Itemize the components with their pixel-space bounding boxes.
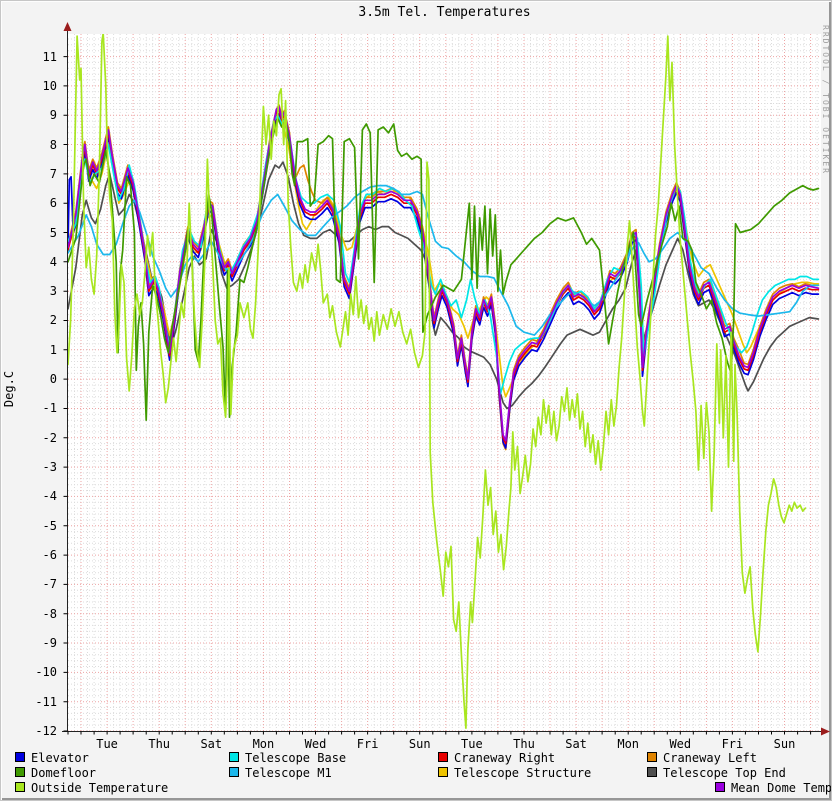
legend-label-telescope-structure: Telescope Structure	[454, 766, 592, 780]
y-tick-label-6: 6	[49, 196, 57, 211]
chart-title: 3.5m Tel. Temperatures	[358, 5, 531, 20]
x-tick-label-sun: Sun	[408, 737, 431, 751]
legend-label-craneway-left: Craneway Left	[663, 751, 757, 765]
x-tick-label-mon: Mon	[617, 737, 640, 751]
y-tick-label-5: 5	[49, 225, 57, 240]
legend-label-telescope-base: Telescope Base	[245, 751, 347, 765]
y-tick-label-11: 11	[42, 49, 57, 64]
y-tick-label--4: -4	[42, 489, 57, 504]
x-tick-label-mon: Mon	[252, 737, 275, 751]
y-tick-label--12: -12	[35, 724, 57, 738]
y-tick-label--10: -10	[35, 665, 57, 680]
legend-label-outside-temperature: Outside Temperature	[31, 781, 169, 795]
series-line-outside-temperature	[68, 34, 807, 729]
legend-swatch-domefloor	[15, 767, 25, 777]
x-tick-label-fri: Fri	[721, 737, 744, 751]
y-tick-label-0: 0	[49, 372, 57, 387]
legend-swatch-craneway-right	[438, 752, 448, 762]
legend-swatch-telescope-top-end	[647, 767, 657, 777]
x-tick-label-wed: Wed	[304, 737, 327, 751]
x-tick-label-thu: Thu	[513, 737, 535, 751]
y-tick-label-10: 10	[42, 78, 57, 93]
y-tick-label-3: 3	[49, 284, 57, 299]
y-tick-label--1: -1	[42, 401, 57, 416]
legend-swatch-outside-temperature	[15, 782, 25, 792]
x-tick-label-tue: Tue	[461, 737, 483, 751]
legend-swatch-craneway-left	[647, 752, 657, 762]
legend-label-domefloor: Domefloor	[31, 766, 97, 780]
x-tick-label-wed: Wed	[669, 737, 692, 751]
legend-label-craneway-right: Craneway Right	[454, 751, 556, 765]
legend-swatch-mean-dome-temperature	[715, 782, 725, 792]
x-axis-arrow-icon	[821, 727, 830, 736]
y-tick-label-7: 7	[49, 166, 57, 181]
x-tick-label-fri: Fri	[356, 737, 379, 751]
y-tick-label-2: 2	[49, 313, 57, 328]
legend-label-telescope-m1: Telescope M1	[245, 766, 332, 780]
y-tick-label-9: 9	[49, 108, 57, 123]
y-tick-label--5: -5	[42, 518, 57, 533]
legend-swatch-elevator	[15, 752, 25, 762]
y-tick-label--7: -7	[42, 577, 57, 592]
y-tick-label--8: -8	[42, 606, 57, 621]
series-line-mean-dome-temperature	[68, 105, 820, 442]
y-tick-label-8: 8	[49, 137, 57, 152]
y-tick-label--3: -3	[42, 460, 57, 475]
legend-label-mean-dome-temperature: Mean Dome Temperature	[731, 781, 832, 795]
x-tick-label-tue: Tue	[96, 737, 118, 751]
y-tick-label-4: 4	[49, 254, 57, 269]
legend-swatch-telescope-base	[229, 752, 239, 762]
series-line-telescope-base	[68, 114, 820, 395]
watermark: RRDTOOL / TOBI OETIKER	[821, 25, 830, 175]
y-tick-label--11: -11	[35, 694, 57, 709]
y-axis-arrow-icon	[63, 22, 72, 31]
series-line-domefloor	[68, 117, 820, 422]
legend-swatch-telescope-structure	[438, 767, 448, 777]
x-tick-label-sat: Sat	[200, 737, 223, 751]
legend-swatch-telescope-m1	[229, 767, 239, 777]
y-tick-label--2: -2	[42, 430, 57, 445]
y-tick-label-1: 1	[49, 342, 57, 357]
x-tick-label-sun: Sun	[773, 737, 796, 751]
legend-label-elevator: Elevator	[31, 751, 89, 765]
x-tick-label-sat: Sat	[565, 737, 587, 751]
y-tick-label--9: -9	[42, 636, 57, 651]
legend-label-telescope-top-end: Telescope Top End	[663, 766, 786, 780]
x-tick-label-thu: Thu	[148, 737, 171, 751]
y-tick-label--6: -6	[42, 548, 57, 563]
